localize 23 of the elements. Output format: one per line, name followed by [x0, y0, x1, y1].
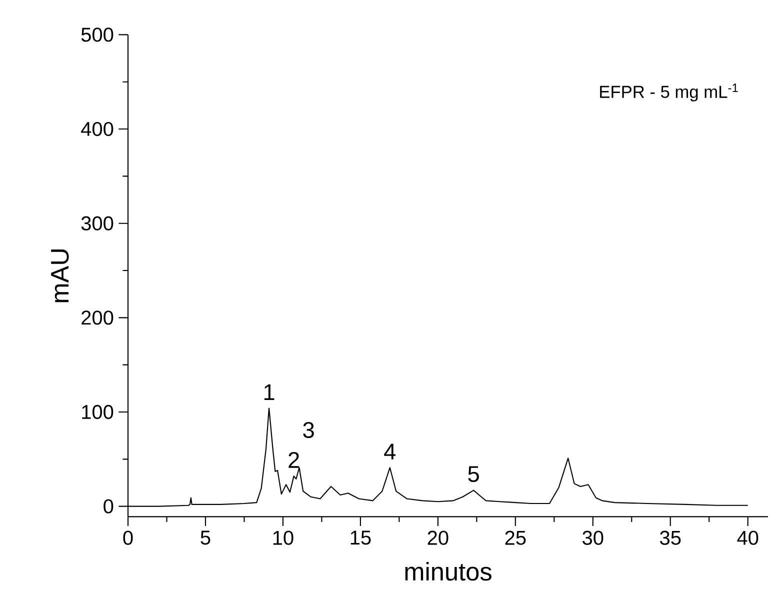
annotation: EFPR - 5 mg mL$^{-1}$	[600, 84, 738, 102]
y-tick-label: 100	[82, 404, 114, 420]
x-tick-label: 15	[350, 530, 371, 545]
y-tick-label: 200	[82, 310, 114, 325]
annotation: 1	[264, 384, 274, 400]
annotation: 3	[303, 422, 314, 438]
x-tick-label: 10	[273, 530, 294, 545]
y-tick-label: 400	[81, 122, 114, 136]
x-tick-label: 30	[582, 530, 604, 545]
y-tick-label: 300	[81, 216, 114, 230]
x-tick-label: 0	[123, 530, 133, 545]
x-tick-label: 40	[737, 530, 758, 545]
y-axis-title: mAU	[51, 250, 69, 302]
x-tick-label: 20	[428, 530, 448, 545]
x-axis-title: minutos	[405, 562, 492, 581]
y-tick-label: 0	[104, 499, 114, 514]
annotation: 2	[288, 452, 299, 468]
annotation: 4	[384, 444, 396, 460]
x-tick-label: 35	[660, 530, 681, 545]
x-tick-label: 25	[505, 530, 526, 545]
x-tick-label: 5	[200, 530, 210, 545]
y-tick-label: 500	[81, 28, 114, 42]
annotation: 5	[468, 466, 479, 482]
